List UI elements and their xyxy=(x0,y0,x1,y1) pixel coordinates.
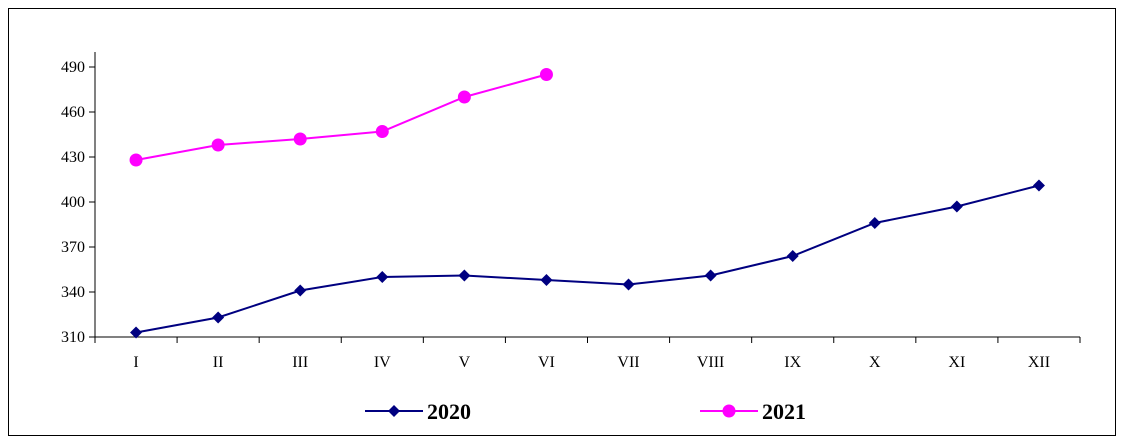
y-tick-label: 400 xyxy=(61,194,85,211)
data-point-2020 xyxy=(212,311,225,324)
chart-series xyxy=(129,68,1045,339)
data-point-2021 xyxy=(211,138,225,152)
x-tick-label: VII xyxy=(617,354,639,371)
data-point-2020 xyxy=(950,200,963,213)
y-tick-label: 490 xyxy=(61,59,85,76)
chart-frame xyxy=(8,8,1116,436)
x-tick-label: X xyxy=(869,354,881,371)
series-line-2020 xyxy=(135,184,1040,334)
data-point-2020 xyxy=(458,269,471,282)
legend-label: 2020 xyxy=(427,399,471,424)
data-point-2021 xyxy=(293,132,307,146)
legend-item-2021: 2021 xyxy=(700,399,806,424)
y-tick-label: 310 xyxy=(61,329,85,346)
y-tick-label: 340 xyxy=(61,284,85,301)
data-point-2020 xyxy=(868,217,881,229)
data-point-2020 xyxy=(786,250,799,262)
x-tick-label: III xyxy=(292,354,308,371)
data-point-2020 xyxy=(294,284,307,297)
x-tick-label: XI xyxy=(948,354,965,371)
series-2021 xyxy=(129,68,553,167)
x-tick-label: XII xyxy=(1028,354,1050,371)
data-point-2020 xyxy=(130,326,143,339)
data-point-2020 xyxy=(376,271,389,283)
data-point-2020 xyxy=(704,269,717,282)
legend-item-2020: 2020 xyxy=(365,399,471,424)
data-point-2020 xyxy=(1032,179,1045,192)
data-point-2021 xyxy=(457,90,471,104)
legend-marker xyxy=(388,405,400,417)
x-tick-label: V xyxy=(459,354,471,371)
series-2020 xyxy=(130,179,1045,339)
y-tick-label: 430 xyxy=(61,149,85,166)
data-point-2021 xyxy=(375,125,389,138)
data-point-2020 xyxy=(540,274,553,286)
x-tick-label: VI xyxy=(538,354,555,371)
legend-label: 2021 xyxy=(762,399,806,424)
data-point-2021 xyxy=(129,153,143,167)
y-tick-label: 370 xyxy=(61,239,85,256)
data-point-2020 xyxy=(622,278,635,291)
y-tick-label: 460 xyxy=(61,104,85,121)
chart-legend: 2020 2021 xyxy=(365,399,806,424)
series-line-2021 xyxy=(135,73,547,161)
data-point-2021 xyxy=(539,68,553,81)
x-tick-label: VIII xyxy=(697,354,725,371)
x-tick-label: I xyxy=(133,354,138,371)
legend-marker xyxy=(722,404,736,418)
x-tick-label: IV xyxy=(374,354,391,371)
x-tick-label: II xyxy=(213,354,224,371)
x-tick-label: IX xyxy=(784,354,801,371)
